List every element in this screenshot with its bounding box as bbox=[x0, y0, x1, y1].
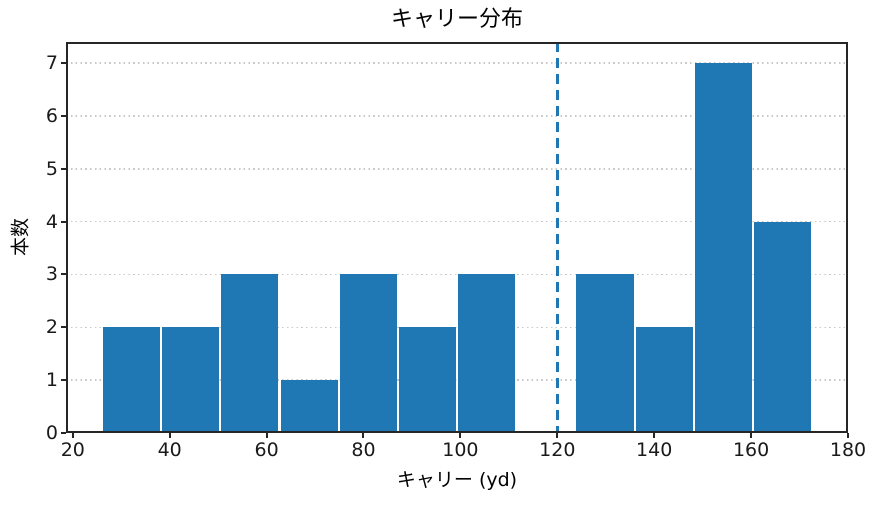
chart-title: キャリー分布 bbox=[390, 7, 523, 32]
gridline bbox=[66, 379, 848, 381]
y-tick bbox=[61, 379, 66, 382]
gridline bbox=[66, 326, 848, 329]
y-tick-label: 0 bbox=[45, 422, 58, 444]
histogram-bar bbox=[695, 63, 752, 433]
y-tick bbox=[61, 273, 66, 276]
histogram-bar bbox=[103, 327, 160, 433]
y-tick bbox=[61, 62, 66, 65]
histogram-bar bbox=[576, 274, 634, 433]
threshold-line bbox=[555, 42, 559, 433]
gridline bbox=[66, 62, 848, 64]
x-tick bbox=[71, 433, 74, 438]
y-tick bbox=[61, 114, 66, 117]
x-tick bbox=[459, 433, 462, 438]
x-tick-label: 60 bbox=[254, 439, 279, 461]
y-tick-label: 7 bbox=[45, 52, 58, 75]
x-tick bbox=[265, 433, 268, 438]
y-tick bbox=[61, 326, 66, 329]
y-tick-label: 6 bbox=[45, 104, 58, 127]
histogram-bar bbox=[221, 274, 279, 433]
histogram-bar bbox=[754, 221, 811, 433]
x-tick-label: 20 bbox=[60, 439, 85, 461]
x-tick-label: 100 bbox=[442, 439, 479, 461]
y-tick-label: 3 bbox=[45, 263, 58, 286]
y-tick bbox=[61, 220, 66, 223]
gridline bbox=[66, 115, 848, 117]
y-tick-label: 2 bbox=[45, 316, 58, 339]
histogram-bar bbox=[399, 327, 456, 433]
x-tick bbox=[847, 433, 849, 438]
x-tick-label: 160 bbox=[732, 439, 770, 461]
x-axis-label: キャリー (yd) bbox=[396, 469, 518, 491]
x-tick-label: 40 bbox=[157, 439, 182, 461]
histogram-bar bbox=[280, 380, 338, 433]
x-tick-label: 140 bbox=[636, 439, 673, 461]
y-tick-label: 1 bbox=[45, 369, 58, 392]
gridline bbox=[66, 220, 848, 223]
x-tick bbox=[653, 433, 656, 438]
gridline bbox=[66, 273, 848, 276]
y-tick-label: 5 bbox=[45, 157, 58, 180]
x-tick-label: 120 bbox=[539, 439, 576, 461]
histogram-bar bbox=[458, 274, 515, 433]
histogram-bar bbox=[636, 327, 693, 433]
x-tick-label: 80 bbox=[351, 439, 376, 461]
histogram-bar bbox=[339, 274, 397, 433]
plot-area bbox=[66, 42, 848, 433]
histogram-bar bbox=[162, 327, 219, 433]
y-tick bbox=[61, 167, 66, 170]
x-tick bbox=[556, 433, 559, 438]
x-tick bbox=[168, 433, 171, 438]
y-tick-label: 4 bbox=[45, 210, 58, 233]
gridline bbox=[66, 168, 848, 170]
x-tick-label: 180 bbox=[829, 439, 867, 461]
x-tick bbox=[362, 433, 365, 438]
y-tick bbox=[61, 432, 66, 434]
x-tick bbox=[750, 433, 753, 438]
